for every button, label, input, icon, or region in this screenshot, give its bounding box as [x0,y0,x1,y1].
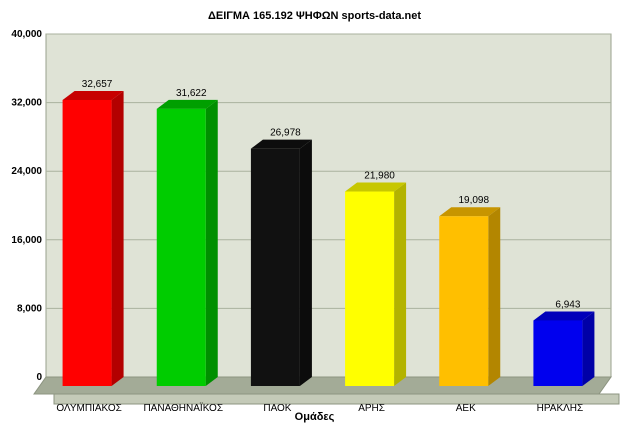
bar [250,148,300,386]
bar-top [250,139,312,149]
bar-top [62,90,124,100]
chart-title: ΔΕΙΓΜΑ 165.192 ΨΗΦΩΝ sports-data.net [207,10,422,22]
bar-top [439,207,501,217]
y-tick-label: 32,000 [11,98,42,109]
data-label: 21,980 [364,171,395,182]
bar [439,216,489,386]
y-tick-label: 16,000 [11,235,42,246]
bar-side [582,311,595,386]
bar-top [156,99,218,109]
y-tick-label: 24,000 [11,166,42,177]
y-tick-label: 8,000 [17,303,42,314]
bar-top [533,311,595,321]
plot-area [45,33,612,378]
x-tick-label: ΠΑΝΑΘΗΝΑΪΚΟΣ [143,402,223,414]
x-tick-label: ΟΛΥΜΠΙΑΚΟΣ [56,403,122,414]
x-tick-label: ΗΡΑΚΛΗΣ [537,403,584,414]
data-label: 32,657 [82,79,113,90]
bar [156,108,206,387]
chart-floor-front [53,393,620,405]
data-label: 6,943 [555,299,580,310]
bar-side [111,90,124,387]
x-tick-label: ΠΑΟΚ [263,403,291,414]
x-tick-label: ΑΡΗΣ [358,403,385,414]
x-axis-label: Ομάδες [294,411,335,423]
bar [345,191,395,386]
bar-side [205,99,218,387]
data-label: 19,098 [458,195,489,206]
y-tick-label: 40,000 [11,29,42,40]
data-label: 26,978 [270,128,301,139]
y-tick-label: 0 [36,372,42,383]
bar-top [345,182,407,192]
bar [62,99,112,387]
bar-side [488,207,501,386]
bar-side [394,182,407,386]
bar-side [299,139,312,386]
chart-floor [33,376,612,395]
bar [533,320,583,386]
data-label: 31,622 [176,88,207,99]
x-tick-label: ΑΕΚ [456,403,476,414]
